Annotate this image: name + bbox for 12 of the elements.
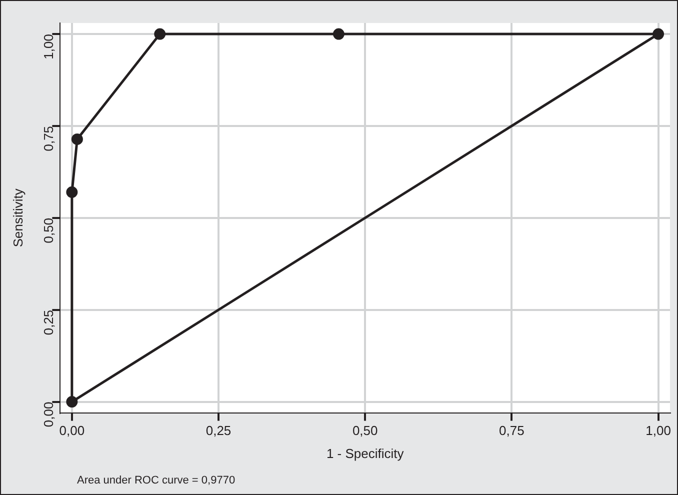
x-tick-label: 0,75 bbox=[499, 423, 524, 438]
y-tick-label: 1,00 bbox=[40, 34, 56, 60]
y-tick-label: 0,25 bbox=[40, 310, 56, 336]
y-tick-label: 0,50 bbox=[40, 218, 56, 244]
text: Area under ROC curve = 0,9770 bbox=[77, 474, 236, 487]
x-tick-label: 0,00 bbox=[59, 423, 85, 438]
y-axis-title: Sensitivity bbox=[10, 188, 26, 248]
x-axis-title: 1 - Specificity bbox=[326, 446, 404, 461]
y-tick-label: 0,75 bbox=[40, 126, 56, 152]
x-tick-label: 0,25 bbox=[206, 423, 232, 438]
x-tick-label: 0,50 bbox=[352, 423, 378, 438]
x-tick-label: 1,00 bbox=[646, 423, 671, 438]
